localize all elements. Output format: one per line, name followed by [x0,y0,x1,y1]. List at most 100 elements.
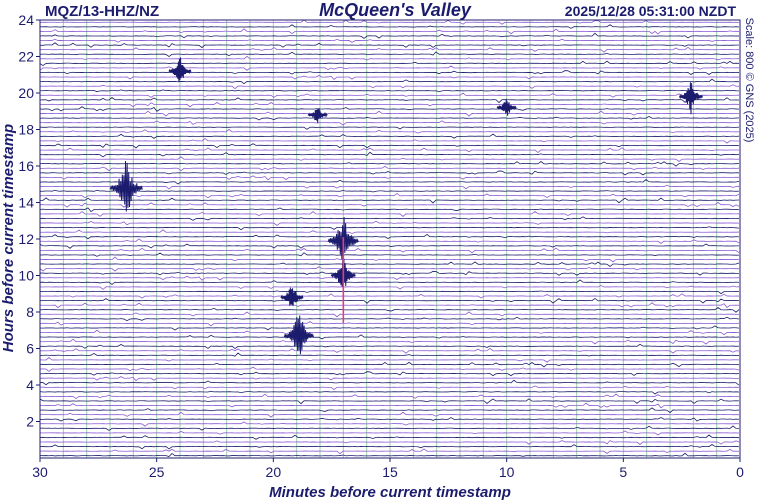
y-axis-label: Hours before current timestamp [0,124,17,352]
trace-row [39,189,740,193]
trace-row [39,147,740,154]
trace-row [39,275,740,281]
trace-row [39,290,740,295]
y-tick-label: 20 [18,85,34,101]
y-tick-label: 18 [18,122,34,138]
trace-row [39,430,740,436]
chart-title: McQueen's Valley [319,0,472,20]
trace-row [39,425,740,431]
trace-row [39,201,740,208]
trace-row [39,165,740,172]
trace-row [39,28,740,35]
trace-row [39,407,740,414]
y-tick-label: 8 [26,304,34,320]
trace-row [39,343,740,350]
trace-row [39,361,740,368]
trace-row [39,55,740,61]
trace-row [39,211,740,218]
trace-row [39,338,740,345]
trace-row [39,311,740,318]
trace-row [39,24,740,29]
trace-row [39,325,740,331]
trace-row [39,444,740,450]
trace-row [39,110,740,117]
trace-row [39,133,740,139]
trace-row [39,421,740,427]
trace-row [39,321,740,327]
trace-row [39,126,740,130]
trace-row [39,115,740,121]
trace-row [39,417,740,422]
trace-row [39,46,740,53]
x-tick-label: 10 [499,464,515,480]
event-layer [109,57,703,355]
trace-layer [39,19,740,457]
trace-row [39,440,740,445]
scale-note: Scale: 800 © GNS (2025) [743,18,755,143]
x-tick-label: 5 [619,464,627,480]
trace-row [39,347,740,354]
trace-row [39,256,740,263]
trace-row [39,285,740,290]
trace-row [39,89,740,93]
trace-row [39,402,740,409]
y-tick-label: 22 [18,49,34,65]
trace-row [39,120,739,126]
trace-row [39,220,740,227]
y-tick-label: 2 [26,414,34,430]
seismic-event [280,287,304,307]
trace-row [39,411,740,418]
trace-row [39,170,740,176]
trace-row [39,316,740,322]
trace-row [39,226,740,231]
trace-row [39,398,740,405]
trace-row [39,32,740,39]
trace-row [39,266,740,272]
station-code: MQZ/13-HHZ/NZ [45,3,159,20]
x-tick-label: 15 [382,464,398,480]
trace-row [39,42,740,49]
trace-row [39,51,740,58]
x-axis-label: Minutes before current timestamp [269,484,511,500]
seismic-event [496,98,517,116]
x-tick-label: 25 [149,464,165,480]
trace-row [39,192,740,199]
trace-row [39,247,740,254]
trace-row [39,357,740,363]
trace-row [39,448,740,455]
trace-row [39,238,740,244]
trace-row [39,307,740,313]
trace-row [39,102,740,108]
trace-row [39,252,740,257]
y-tick-label: 12 [18,231,34,247]
trace-row [39,329,740,336]
x-tick-label: 20 [266,464,282,480]
seismic-event [284,315,314,355]
trace-row [39,366,740,372]
trace-row [39,434,740,440]
seismic-event [109,161,143,212]
trace-row [39,233,740,240]
trace-row [39,128,740,134]
y-tick-label: 24 [18,12,34,28]
trace-row [39,207,740,213]
trace-row [39,293,740,299]
trace-row [39,385,740,391]
trace-row [39,184,740,190]
trace-row [39,179,740,185]
trace-row [39,75,740,81]
seismic-event [679,82,703,115]
trace-row [39,137,740,144]
trace-row [39,197,740,204]
trace-row [39,78,740,85]
x-axis-ticks: 30 25 20 15 10 5 0 [32,458,744,480]
trace-row [39,297,740,304]
trace-row [39,302,740,309]
trace-row [39,175,740,181]
seismic-event [307,108,328,124]
trace-row [39,151,740,158]
trace-row [39,216,740,221]
